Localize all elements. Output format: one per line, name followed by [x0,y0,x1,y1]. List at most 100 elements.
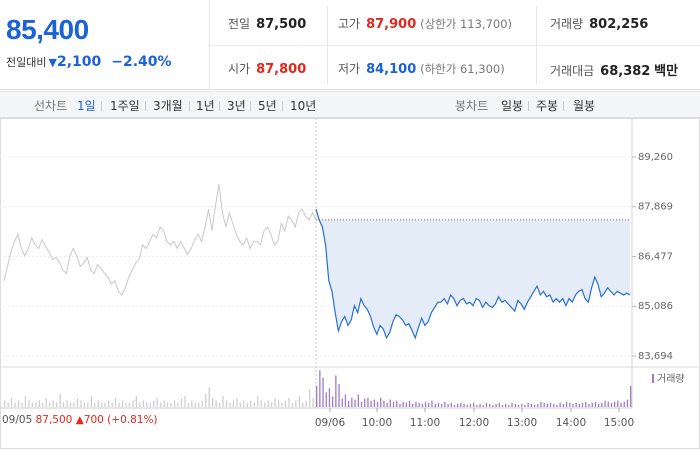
volume-bar [610,402,613,407]
volume-bar [556,404,558,407]
volume-bar [537,403,539,408]
volume-bar [431,400,433,407]
tab-separator [189,101,190,111]
volume-legend-label: 거래량 [657,373,685,385]
volume-bar [434,403,436,408]
stat-volume: 거래량 802,256 [550,15,648,32]
current-price: 85,400 [6,14,89,45]
volume-bar [149,402,151,407]
x-tick-label: 15:00 [604,417,634,429]
volume-bar [114,398,117,407]
volume-bar [59,393,61,407]
volume-bar [4,400,6,407]
volume-bar [205,393,207,407]
volume-bar [104,402,106,407]
tab-weekly-candle[interactable]: 주봉 [536,99,559,113]
volume-bar [559,402,561,407]
volume-bar [163,400,165,407]
below-prev-close-area [316,209,630,338]
volume-bar [52,400,54,407]
volume-bar [553,403,555,408]
tab-separator [563,101,564,111]
volume-bar [598,403,600,408]
volume-bar [495,403,497,408]
volume-bar [38,400,40,407]
x-tick-label: 10:00 [362,417,392,429]
volume-bar [17,400,20,407]
volume-bar [601,402,603,407]
volume-bar [351,397,353,408]
volume-bar [45,398,47,407]
tab-1week[interactable]: 1주일 [110,99,140,113]
volume-bar [428,402,430,407]
y-tick-label: 83,694 [638,351,673,362]
volume-bar [14,402,16,407]
volume-bar [540,401,542,408]
volume-bar [405,402,407,407]
x-tick-label: 11:00 [410,417,440,429]
volume-bar [367,397,369,408]
stat-label: 거래대금 [550,64,595,78]
stat-value: 802,256 [589,17,649,32]
volume-bar [42,402,44,407]
volume-bar [572,403,574,408]
volume-bar [97,400,99,407]
volume-bar [284,400,287,407]
volume-bar [501,404,504,407]
prev-day-change-pct: (+0.81%) [107,414,158,426]
volume-bar [492,404,494,407]
volume-bar [21,402,23,407]
volume-bar [415,401,417,408]
volume-bar [90,396,92,407]
volume-bar [212,398,214,407]
volume-bar [466,404,468,407]
down-triangle-icon: ▼ [48,56,57,69]
volume-bar [118,402,120,407]
volume-bar [156,398,158,407]
volume-bar [236,398,238,407]
volume-bar [111,402,113,407]
volume-bar [357,394,359,407]
tab-monthly-candle[interactable]: 월봉 [573,99,596,113]
y-tick-label: 85,086 [638,301,673,312]
tab-1day[interactable]: 1일 [77,99,96,113]
volume-bar [437,402,440,407]
volume-bar [453,404,456,407]
volume-bar [49,402,51,407]
volume-bar [319,370,321,408]
volume-bar [62,402,65,407]
tab-3year[interactable]: 3년 [227,99,246,113]
volume-bar [94,402,96,407]
stat-label: 전일 [228,17,251,31]
stat-prev-close: 전일 87,500 [228,15,306,32]
tab-3month[interactable]: 3개월 [153,99,183,113]
volume-bar [578,403,580,408]
volume-bar [246,402,248,407]
volume-bar [630,386,632,407]
tab-10year[interactable]: 10년 [290,99,317,113]
tab-separator [101,101,102,111]
volume-bar [450,402,452,407]
volume-bar [7,402,9,407]
stat-unit: 백만 [654,64,679,79]
volume-bar [201,400,203,407]
volume-bar [543,402,545,407]
volume-bar [298,396,300,407]
tab-daily-candle[interactable]: 일봉 [501,99,524,113]
tab-separator [219,101,220,111]
volume-bar [291,402,293,407]
tab-1year[interactable]: 1년 [196,99,215,113]
volume-bar [146,402,148,407]
volume-bar [457,403,459,408]
tab-5year[interactable]: 5년 [258,99,277,113]
volume-bar [302,402,304,407]
volume-bar [260,400,262,407]
volume-bar [305,400,307,407]
volume-bar [341,398,343,407]
volume-bar [565,401,568,408]
volume-bar [87,402,89,407]
volume-bar [264,402,266,407]
volume-bar [316,386,318,407]
volume-bar [370,400,372,407]
x-tick-label: 13:00 [507,417,537,429]
